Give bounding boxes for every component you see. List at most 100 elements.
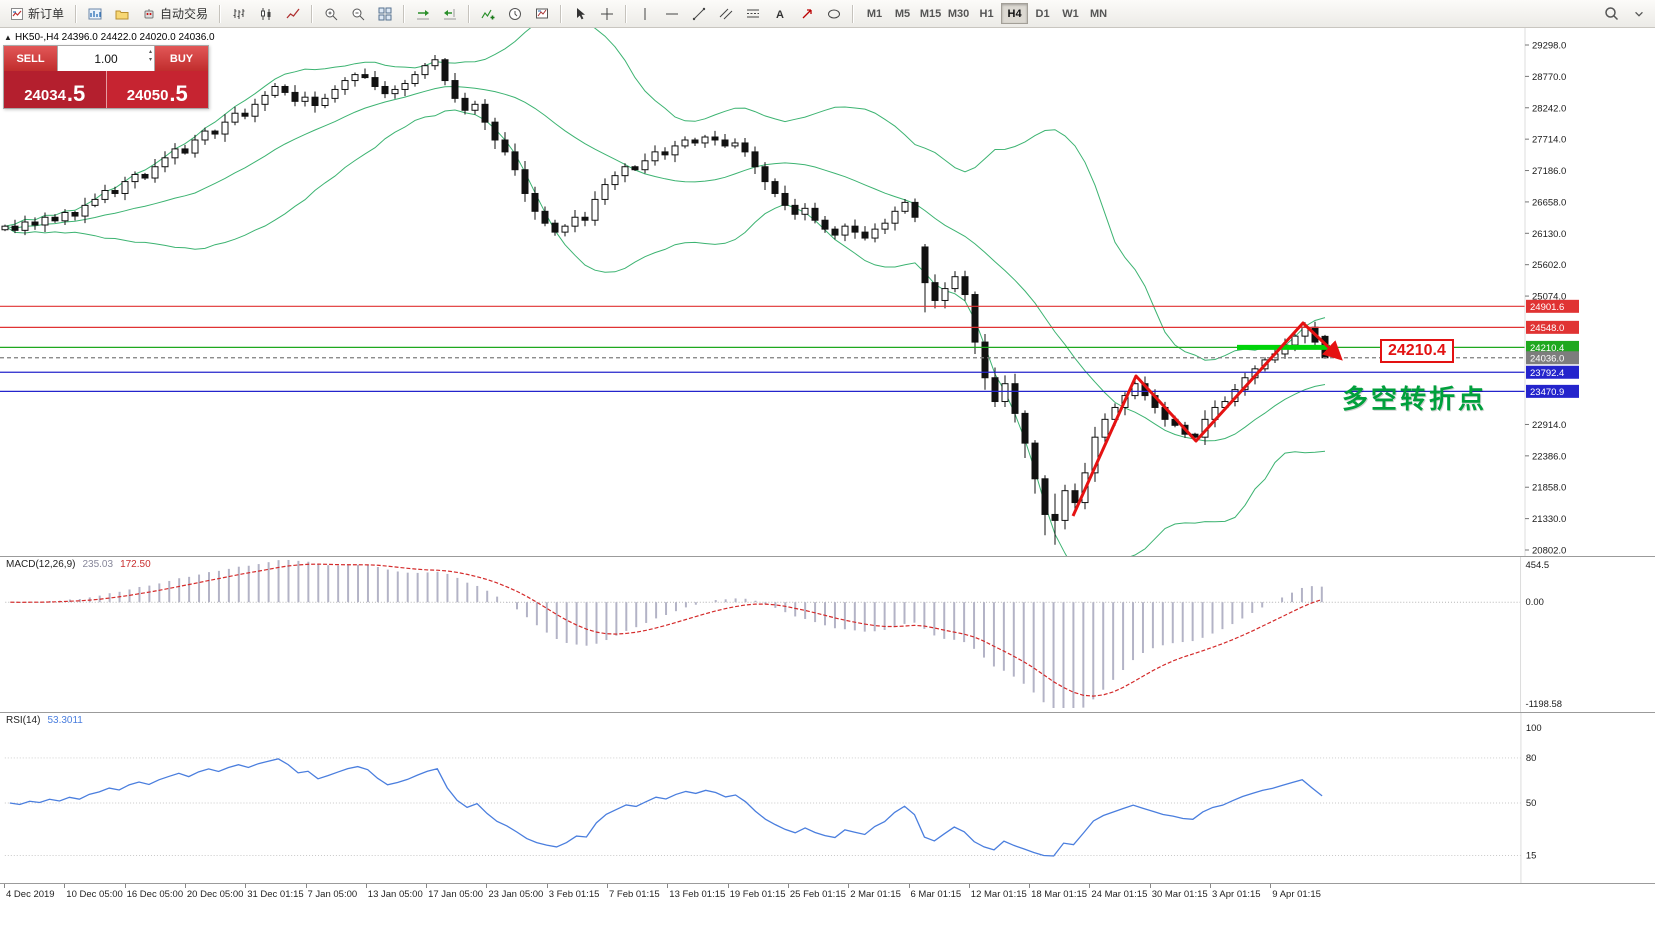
time-label: 13 Jan 05:00 bbox=[367, 889, 423, 900]
time-tick bbox=[546, 884, 548, 888]
one-click-toggle-icon[interactable]: ▲ bbox=[4, 33, 12, 42]
svg-text:23470.9: 23470.9 bbox=[1530, 387, 1564, 398]
cursor-arrow-icon bbox=[573, 7, 587, 21]
volume-input[interactable]: 1.00 ▴ ▾ bbox=[57, 46, 155, 71]
macd-main-value: 235.03 bbox=[82, 559, 114, 570]
time-tick bbox=[124, 884, 126, 888]
profiles-button[interactable] bbox=[109, 2, 135, 26]
price-axis[interactable]: 29298.0 28770.0 28242.0 27714.0 27186.0 26658… bbox=[1524, 28, 1566, 557]
sell-button[interactable]: SELL bbox=[4, 46, 57, 71]
buy-button[interactable]: BUY bbox=[155, 46, 208, 71]
horizontal-level-lines[interactable]: 24901.624548.024210.424036.023792.423470… bbox=[0, 299, 1579, 398]
indicators-icon bbox=[481, 7, 495, 21]
bar-chart-button[interactable] bbox=[226, 2, 252, 26]
cursor-button[interactable] bbox=[567, 2, 593, 26]
rsi-panel[interactable]: 100 80 50 15 bbox=[0, 712, 1655, 883]
spinner-up-icon[interactable]: ▴ bbox=[148, 49, 152, 55]
new-order-button[interactable]: 新订单 bbox=[4, 2, 70, 26]
horizontal-line-tool[interactable] bbox=[659, 2, 685, 26]
separator bbox=[219, 4, 222, 23]
timeframe-toolbar: M1 M5 M15 M30 H1 H4 D1 W1 MN bbox=[861, 3, 1112, 24]
time-label: 3 Feb 01:15 bbox=[548, 889, 600, 900]
rsi-value: 53.3011 bbox=[47, 715, 83, 726]
crosshair-icon bbox=[600, 7, 614, 21]
time-tick bbox=[184, 884, 186, 888]
vertical-line-icon bbox=[638, 7, 652, 21]
macd-panel[interactable]: 454.5 0.00 -1198.58 bbox=[0, 556, 1655, 712]
vertical-line-tool[interactable] bbox=[632, 2, 658, 26]
volume-spinner[interactable]: ▴ ▾ bbox=[149, 48, 152, 65]
zoom-out-button[interactable] bbox=[345, 2, 371, 26]
trendline-tool[interactable] bbox=[686, 2, 712, 26]
time-axis[interactable]: 4 Dec 2019 10 Dec 05:00 16 Dec 05:00 20 Dec… bbox=[0, 883, 1655, 905]
new-order-label: 新订单 bbox=[28, 7, 65, 21]
drawn-objects[interactable] bbox=[1071, 321, 1343, 517]
turning-point-note[interactable]: 多空转折点 bbox=[1342, 384, 1488, 414]
tf-button-m30[interactable]: M30 bbox=[945, 3, 972, 24]
time-tick bbox=[727, 884, 729, 888]
time-label: 23 Jan 05:00 bbox=[488, 889, 544, 900]
price-badge bbox=[1526, 320, 1579, 334]
search-button[interactable] bbox=[1598, 2, 1625, 26]
tf-button-h4[interactable]: H4 bbox=[1001, 3, 1029, 24]
crosshair-button[interactable] bbox=[594, 2, 620, 26]
templates-button[interactable] bbox=[529, 2, 555, 26]
tile-windows-button[interactable] bbox=[372, 2, 398, 26]
time-label: 20 Dec 05:00 bbox=[186, 889, 244, 900]
price-flag-label[interactable]: 24210.4 bbox=[1380, 339, 1454, 363]
macd-axis-label: 454.5 bbox=[1525, 559, 1549, 570]
time-label: 16 Dec 05:00 bbox=[126, 889, 184, 900]
zigzag-arrow bbox=[1071, 321, 1343, 517]
line-chart-button[interactable] bbox=[280, 2, 306, 26]
sell-price[interactable]: 24034.5 bbox=[4, 71, 106, 108]
main-chart[interactable]: 24901.624548.024210.424036.023792.423470… bbox=[0, 28, 1655, 556]
profiles-folder-icon bbox=[115, 7, 129, 21]
tf-button-m1[interactable]: M1 bbox=[861, 3, 888, 24]
toolbar-overflow-button[interactable] bbox=[1627, 2, 1651, 26]
svg-text:21858.0: 21858.0 bbox=[1532, 483, 1566, 494]
tf-button-w1[interactable]: W1 bbox=[1057, 3, 1084, 24]
periods-button[interactable] bbox=[502, 2, 528, 26]
buy-price[interactable]: 24050.5 bbox=[105, 71, 208, 108]
candlestick-chart-icon bbox=[259, 7, 273, 21]
autotrade-label: 自动交易 bbox=[160, 7, 209, 21]
svg-text:20802.0: 20802.0 bbox=[1532, 546, 1566, 557]
time-tick bbox=[64, 884, 66, 888]
indicators-button[interactable] bbox=[475, 2, 501, 26]
tf-button-m15[interactable]: M15 bbox=[917, 3, 944, 24]
channel-icon bbox=[719, 7, 733, 21]
shapes-tool[interactable] bbox=[821, 2, 847, 26]
toolbar: 新订单 自动交易 A M1 M bbox=[0, 0, 1655, 28]
svg-text:21330.0: 21330.0 bbox=[1532, 514, 1566, 525]
text-tool[interactable]: A bbox=[767, 2, 793, 26]
price-badge bbox=[1526, 365, 1579, 379]
zoom-in-button[interactable] bbox=[318, 2, 344, 26]
chart-window-button[interactable] bbox=[82, 2, 108, 26]
sell-price-main: 24034 bbox=[24, 86, 66, 104]
bollinger-middle-band bbox=[4, 85, 1326, 442]
arrows-tool[interactable] bbox=[794, 2, 820, 26]
macd-signal-line bbox=[10, 563, 1322, 697]
channel-tool[interactable] bbox=[713, 2, 739, 26]
macd-signal-value: 172.50 bbox=[120, 559, 151, 570]
tf-button-h1[interactable]: H1 bbox=[973, 3, 1000, 24]
time-label: 9 Apr 01:15 bbox=[1272, 889, 1321, 900]
auto-scroll-button[interactable] bbox=[410, 2, 436, 26]
buy-price-pip: .5 bbox=[169, 81, 188, 107]
ellipse-icon bbox=[827, 7, 841, 21]
svg-text:25074.0: 25074.0 bbox=[1532, 292, 1566, 303]
autotrade-button[interactable]: 自动交易 bbox=[136, 2, 214, 26]
template-icon bbox=[535, 7, 549, 21]
fibonacci-tool[interactable] bbox=[740, 2, 766, 26]
separator bbox=[403, 4, 406, 23]
candlestick-chart-button[interactable] bbox=[253, 2, 279, 26]
tf-button-m5[interactable]: M5 bbox=[889, 3, 916, 24]
time-label: 10 Dec 05:00 bbox=[66, 889, 123, 900]
time-label: 3 Apr 01:15 bbox=[1212, 889, 1261, 900]
svg-text:24036.0: 24036.0 bbox=[1530, 353, 1564, 364]
spinner-down-icon[interactable]: ▾ bbox=[148, 57, 152, 64]
chart-shift-button[interactable] bbox=[437, 2, 463, 26]
line-chart-icon bbox=[286, 7, 300, 21]
tf-button-d1[interactable]: D1 bbox=[1029, 3, 1056, 24]
tf-button-mn[interactable]: MN bbox=[1085, 3, 1112, 24]
